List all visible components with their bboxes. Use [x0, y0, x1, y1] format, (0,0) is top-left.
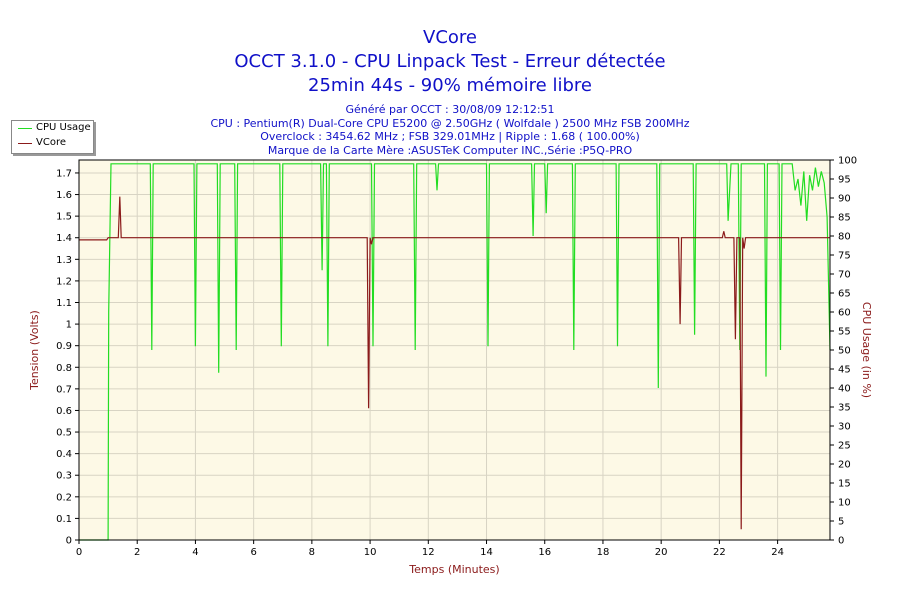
- x-tick-label: 14: [480, 547, 493, 558]
- series-layer: [79, 163, 831, 541]
- y2-tick-label: 5: [838, 517, 844, 528]
- y2-tick-label: 20: [838, 460, 851, 471]
- y-tick-label: 1.7: [56, 168, 72, 179]
- y2-tick-label: 85: [838, 213, 851, 224]
- x-tick-label: 18: [597, 547, 610, 558]
- y2-tick-label: 40: [838, 384, 851, 395]
- y2-tick-label: 25: [838, 441, 851, 452]
- y2-tick-label: 55: [838, 327, 851, 338]
- y2-tick-label: 15: [838, 479, 851, 490]
- y2-tick-label: 35: [838, 403, 851, 414]
- y-tick-label: 1.2: [56, 276, 72, 287]
- x-axis: 0 2 4 6 8 10 12 14 16 18 20 22 24: [76, 540, 784, 558]
- y2-tick-label: 0: [838, 536, 844, 547]
- legend-item-vcore: VCore: [12, 136, 93, 151]
- x-tick-label: 8: [309, 547, 315, 558]
- y2-tick-label: 45: [838, 365, 851, 376]
- y-tick-label: 0.8: [56, 363, 72, 374]
- chart-subtitle: OCCT 3.1.0 - CPU Linpack Test - Erreur d…: [234, 51, 666, 72]
- y2-tick-label: 60: [838, 308, 851, 319]
- legend-swatch-cpu-usage: [18, 128, 32, 129]
- y-axis-label: Tension (Volts): [28, 310, 41, 391]
- y2-tick-label: 95: [838, 175, 851, 186]
- y-tick-label: 0.1: [56, 514, 72, 525]
- plot-area: [79, 160, 830, 540]
- y-tick-label: 0.2: [56, 492, 72, 503]
- info-motherboard: Marque de la Carte Mère :ASUSTeK Compute…: [267, 143, 633, 157]
- y2-tick-label: 100: [838, 156, 857, 167]
- x-tick-label: 4: [192, 547, 198, 558]
- x-tick-label: 2: [134, 547, 140, 558]
- x-tick-label: 12: [422, 547, 435, 558]
- y2-tick-label: 65: [838, 289, 851, 300]
- y2-tick-label: 90: [838, 194, 851, 205]
- x-tick-label: 0: [76, 547, 82, 558]
- x-tick-label: 16: [538, 547, 551, 558]
- y-axis-left: 0 0.1 0.2 0.3 0.4 0.5 0.6 0.7 0.8 0.9 1 1.1 1.2 1.3 1.…: [56, 168, 79, 547]
- y2-tick-label: 10: [838, 498, 851, 509]
- y-tick-label: 0.7: [56, 384, 72, 395]
- y2-tick-label: 30: [838, 422, 851, 433]
- chart-title-block: VCore OCCT 3.1.0 - CPU Linpack Test - Er…: [0, 26, 900, 98]
- y2-tick-label: 70: [838, 270, 851, 281]
- chart-title: VCore: [423, 27, 477, 48]
- x-tick-label: 10: [364, 547, 377, 558]
- y-tick-label: 0.6: [56, 406, 72, 417]
- x-axis-label: Temps (Minutes): [408, 563, 499, 576]
- y-tick-label: 1: [66, 320, 72, 331]
- y-tick-label: 1.5: [56, 212, 72, 223]
- x-tick-label: 24: [771, 547, 784, 558]
- legend-label-vcore: VCore: [36, 137, 66, 148]
- y2-tick-label: 80: [838, 232, 851, 243]
- y-tick-label: 1.1: [56, 298, 72, 309]
- y-tick-label: 0.9: [56, 341, 72, 352]
- y-tick-label: 1.4: [56, 233, 72, 244]
- info-overclock: Overclock : 3454.62 MHz ; FSB 329.01MHz …: [260, 130, 640, 143]
- system-info: Généré par OCCT : 30/08/09 12:12:51 CPU …: [0, 103, 900, 157]
- y-tick-label: 0.5: [56, 428, 72, 439]
- legend-swatch-vcore: [18, 143, 32, 144]
- y-tick-label: 1.6: [56, 190, 72, 201]
- info-cpu: CPU : Pentium(R) Dual-Core CPU E5200 @ 2…: [210, 116, 690, 130]
- y-tick-label: 1.3: [56, 255, 72, 266]
- y-tick-label: 0: [66, 536, 72, 547]
- x-tick-label: 6: [250, 547, 256, 558]
- legend-label-cpu-usage: CPU Usage: [36, 122, 91, 133]
- y2-tick-label: 75: [838, 251, 851, 262]
- y-axis-right: 0 5 10 15 20 25 30 35 40 45 50 55 60 65 70 75 80 85 90 95 10…: [830, 156, 857, 547]
- y-tick-label: 0.4: [56, 449, 72, 460]
- y2-axis-label: CPU Usage (in %): [860, 302, 873, 398]
- series-line-cpu-usage: [79, 163, 831, 541]
- legend-item-cpu-usage: CPU Usage: [12, 121, 93, 136]
- x-tick-label: 22: [713, 547, 726, 558]
- info-generated: Généré par OCCT : 30/08/09 12:12:51: [345, 103, 555, 116]
- series-line-vcore: [79, 196, 830, 530]
- y2-tick-label: 50: [838, 346, 851, 357]
- chart-subtitle-2: 25min 44s - 90% mémoire libre: [308, 75, 592, 96]
- chart-legend: CPU Usage VCore: [11, 120, 94, 154]
- x-tick-label: 20: [655, 547, 668, 558]
- y-tick-label: 0.3: [56, 471, 72, 482]
